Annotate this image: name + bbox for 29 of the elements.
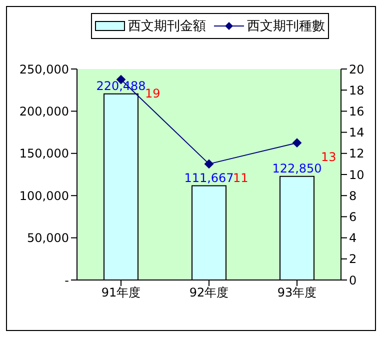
x-tick-label: 93年度 xyxy=(277,286,317,300)
y2-tick-label: 10 xyxy=(349,168,364,182)
y2-tick-label: 8 xyxy=(349,188,357,203)
data-label: 11 xyxy=(233,170,248,185)
legend-label: 西文期刊金額 xyxy=(128,18,206,35)
y2-tick-label: 12 xyxy=(349,146,364,161)
y2-tick-label: 2 xyxy=(349,252,357,266)
y-tick-label: 200,000 xyxy=(19,104,69,118)
y2-tick-label: 20 xyxy=(349,62,364,76)
data-label: 19 xyxy=(145,86,160,101)
x-tick-label: 92年度 xyxy=(189,286,229,300)
y2-tick-label: 4 xyxy=(349,231,357,246)
point xyxy=(204,159,214,168)
y2-tick-label: 14 xyxy=(349,126,364,140)
y2-tick-label: 6 xyxy=(349,210,357,224)
x-tick-label: 91年度 xyxy=(101,286,141,300)
y2-tick-label: 0 xyxy=(349,273,357,288)
y-tick-label: - xyxy=(64,273,69,288)
legend-label: 西文期刊種數 xyxy=(247,18,325,35)
y-tick-label: 250,000 xyxy=(19,62,69,76)
data-label: 122,850 xyxy=(272,161,322,176)
y2-tick-label: 16 xyxy=(349,104,364,118)
y-tick-label: 150,000 xyxy=(19,146,69,161)
y-tick-label: 50,000 xyxy=(27,231,69,246)
point xyxy=(292,138,302,148)
data-label: 111,667 xyxy=(184,170,234,185)
data-label: 13 xyxy=(321,150,336,164)
y2-tick-label: 18 xyxy=(349,83,364,98)
y-tick-label: 100,000 xyxy=(19,188,69,203)
